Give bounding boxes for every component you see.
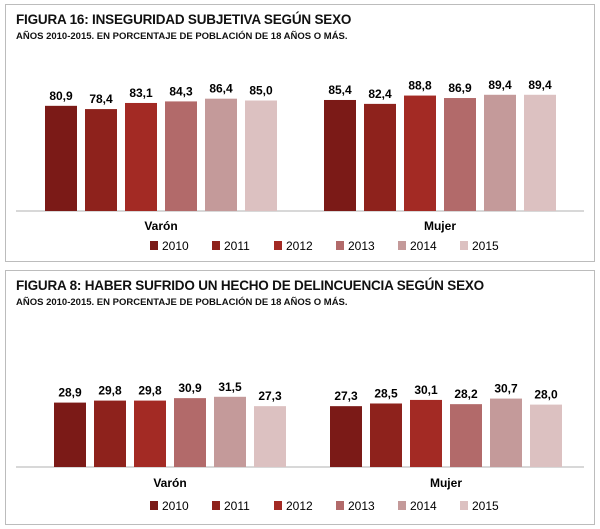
data-label: 28,9 — [58, 386, 82, 400]
data-label: 28,0 — [534, 388, 558, 402]
data-label: 29,8 — [138, 384, 162, 398]
bar-2015-varon — [254, 406, 286, 467]
legend-label: 2011 — [224, 239, 250, 253]
bar-2015-mujer — [524, 94, 556, 211]
data-label: 85,4 — [328, 83, 352, 97]
chart-panel-delincuencia: FIGURA 8: HABER SUFRIDO UN HECHO DE DELI… — [5, 270, 595, 525]
bar-2011-mujer — [364, 103, 396, 211]
legend-label: 2013 — [348, 499, 375, 513]
chart-plot-delincuencia: 28,9 29,8 29,8 30,9 31,5 27,3 Varón 27,3 28,5 30,… — [16, 380, 584, 513]
bar-2012-mujer — [410, 399, 442, 467]
legend-swatch — [274, 501, 282, 510]
bar-2011-varon — [94, 400, 126, 467]
bar-2014-varon — [214, 396, 246, 467]
data-label: 88,8 — [408, 79, 432, 93]
chart-panel-inseguridad: FIGURA 16: INSEGURIDAD SUBJETIVA SEGÚN S… — [5, 4, 595, 262]
bar-2011-varon — [85, 109, 117, 211]
legend-swatch — [460, 501, 468, 510]
data-label: 30,7 — [494, 382, 518, 396]
legend-label: 2015 — [472, 499, 499, 513]
data-label: 27,3 — [258, 389, 282, 403]
data-label: 86,9 — [448, 81, 472, 95]
data-label: 29,8 — [98, 384, 122, 398]
bar-2012-varon — [134, 400, 166, 467]
legend-label: 2014 — [410, 239, 437, 253]
legend-swatch — [150, 241, 158, 250]
data-label: 28,2 — [454, 387, 478, 401]
bar-2011-mujer — [370, 403, 402, 467]
bar-2014-mujer — [484, 94, 516, 211]
chart-plot-inseguridad: 80,9 78,4 83,1 84,3 86,4 85,0 Varón 85,4 82,4 88,… — [16, 78, 584, 253]
bar-2015-mujer — [530, 404, 562, 467]
legend-swatch — [398, 241, 406, 250]
data-label: 83,1 — [129, 86, 153, 100]
category-label: Varón — [144, 219, 177, 233]
data-label: 86,4 — [209, 82, 233, 96]
legend-label: 2012 — [286, 239, 313, 253]
legend-label: 2013 — [348, 239, 375, 253]
legend-swatch — [274, 241, 282, 250]
data-label: 82,4 — [368, 87, 392, 101]
bar-2010-mujer — [324, 99, 356, 211]
legend-label: 2015 — [472, 239, 499, 253]
category-label: Varón — [153, 476, 186, 490]
bar-2014-varon — [205, 98, 237, 211]
bar-2010-mujer — [330, 406, 362, 467]
bar-2013-varon — [174, 398, 206, 467]
bar-2015-varon — [245, 100, 277, 211]
legend-swatch — [460, 241, 468, 250]
data-label: 80,9 — [49, 89, 73, 103]
legend-label: 2014 — [410, 499, 437, 513]
legend-swatch — [212, 241, 220, 250]
data-label: 30,1 — [414, 383, 438, 397]
legend-swatch — [336, 241, 344, 250]
bar-2013-varon — [165, 101, 197, 211]
chart-title: FIGURA 16: INSEGURIDAD SUBJETIVA SEGÚN S… — [16, 12, 352, 27]
data-label: 27,3 — [334, 389, 358, 403]
legend-swatch — [336, 501, 344, 510]
legend-swatch — [398, 501, 406, 510]
data-label: 78,4 — [89, 92, 113, 106]
chart-subtitle: AÑOS 2010-2015. EN PORCENTAJE DE POBLACI… — [16, 297, 348, 308]
legend-label: 2010 — [162, 499, 189, 513]
legend-swatch — [212, 501, 220, 510]
legend-label: 2010 — [162, 239, 189, 253]
data-label: 28,5 — [374, 386, 398, 400]
bar-2012-varon — [125, 102, 157, 211]
data-label: 31,5 — [218, 380, 242, 394]
legend-swatch — [150, 501, 158, 510]
bar-2010-varon — [45, 105, 77, 211]
bar-2013-mujer — [450, 404, 482, 467]
bar-2014-mujer — [490, 398, 522, 467]
bar-2013-mujer — [444, 98, 476, 211]
data-label: 89,4 — [528, 78, 552, 92]
bar-2012-mujer — [404, 95, 436, 211]
category-label: Mujer — [424, 219, 456, 233]
legend-label: 2011 — [224, 499, 250, 513]
bar-2010-varon — [54, 402, 86, 467]
chart-title: FIGURA 8: HABER SUFRIDO UN HECHO DE DELI… — [16, 278, 484, 293]
data-label: 89,4 — [488, 78, 512, 92]
data-label: 84,3 — [169, 84, 193, 98]
category-label: Mujer — [430, 476, 462, 490]
legend-label: 2012 — [286, 499, 313, 513]
data-label: 30,9 — [178, 381, 202, 395]
chart-subtitle: AÑOS 2010-2015. EN PORCENTAJE DE POBLACI… — [16, 31, 348, 42]
data-label: 85,0 — [249, 84, 273, 98]
